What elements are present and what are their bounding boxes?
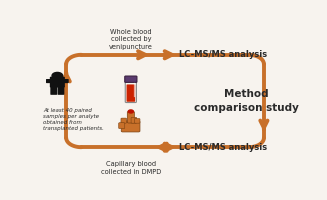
Circle shape: [52, 72, 63, 79]
FancyBboxPatch shape: [58, 86, 64, 95]
FancyBboxPatch shape: [125, 76, 137, 82]
Circle shape: [128, 110, 133, 113]
Text: Method
comparison study: Method comparison study: [194, 89, 299, 113]
FancyBboxPatch shape: [134, 119, 140, 123]
Text: At least 40 paired
samples per analyte
obtained from
transplanted patients.: At least 40 paired samples per analyte o…: [43, 108, 104, 131]
FancyBboxPatch shape: [121, 121, 140, 132]
Text: Whole blood
collected by
venipuncture: Whole blood collected by venipuncture: [109, 29, 153, 50]
FancyBboxPatch shape: [127, 111, 134, 123]
FancyBboxPatch shape: [50, 77, 65, 88]
FancyBboxPatch shape: [125, 81, 136, 103]
FancyBboxPatch shape: [131, 117, 137, 123]
FancyBboxPatch shape: [50, 86, 57, 95]
Text: LC-MS/MS analysis: LC-MS/MS analysis: [179, 50, 267, 59]
FancyBboxPatch shape: [46, 79, 69, 83]
Text: LC-MS/MS analysis: LC-MS/MS analysis: [179, 143, 267, 152]
Text: Capillary blood
collected in DMPD: Capillary blood collected in DMPD: [101, 161, 161, 175]
FancyBboxPatch shape: [119, 123, 125, 129]
FancyBboxPatch shape: [127, 84, 135, 102]
FancyBboxPatch shape: [121, 118, 127, 123]
